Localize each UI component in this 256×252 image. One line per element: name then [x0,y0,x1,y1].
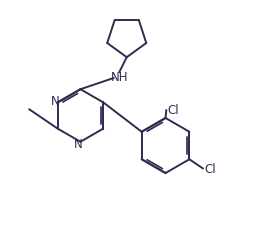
Text: Cl: Cl [167,104,179,117]
Text: NH: NH [111,71,128,84]
Text: N: N [74,138,83,151]
Text: Cl: Cl [204,162,216,175]
Text: N: N [51,94,60,107]
